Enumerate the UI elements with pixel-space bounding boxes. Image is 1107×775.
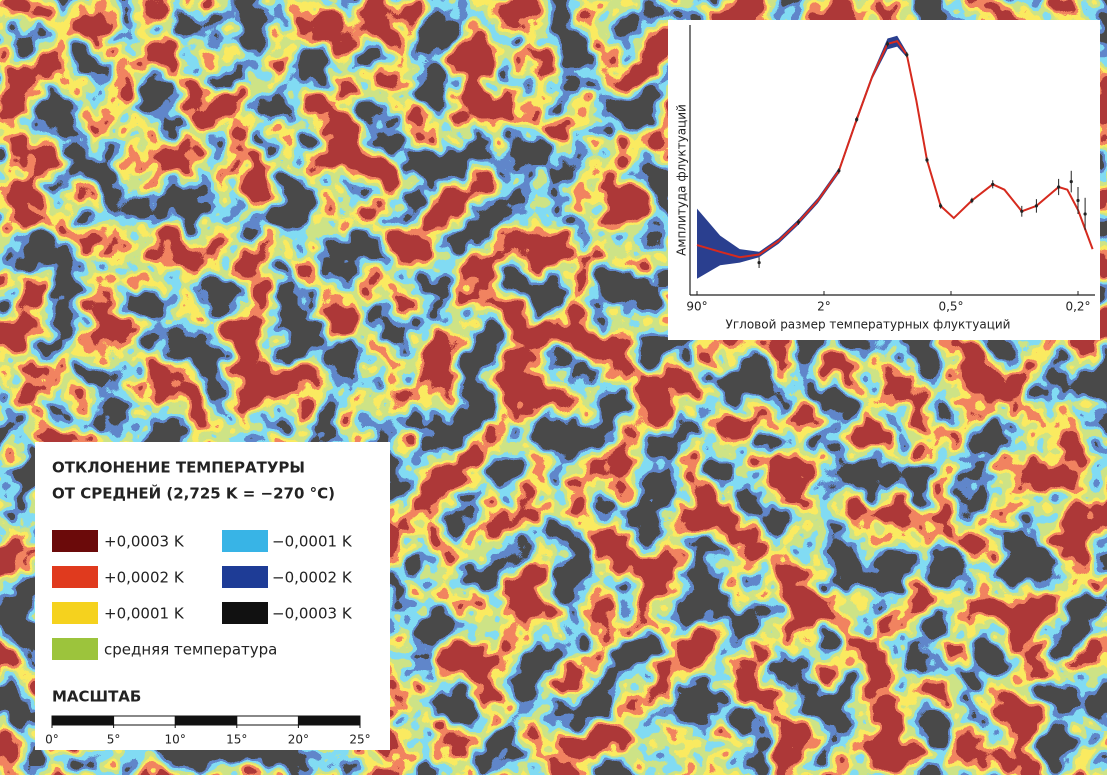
- legend-label: −0,0001 K: [272, 533, 353, 551]
- scale-label: 20°: [288, 733, 309, 747]
- data-point: [991, 182, 995, 186]
- legend-swatch: [222, 566, 268, 588]
- data-point: [855, 117, 859, 122]
- scale-label: 25°: [349, 733, 370, 747]
- legend-panel: [35, 442, 390, 750]
- data-point: [885, 42, 890, 46]
- inset-panel: [668, 20, 1100, 340]
- data-point: [905, 53, 909, 57]
- legend-swatch: [52, 638, 98, 660]
- legend-title: ОТ СРЕДНЕЙ (2,725 K = −270 °C): [52, 484, 335, 503]
- data-point: [925, 158, 929, 162]
- legend-label: −0,0003 K: [272, 605, 353, 623]
- legend-swatch: [222, 530, 268, 552]
- data-point: [1034, 204, 1039, 208]
- scale-label: 15°: [226, 733, 247, 747]
- scale-segment: [52, 716, 114, 725]
- data-point: [939, 204, 943, 208]
- x-tick-label: 0,5°: [938, 300, 963, 314]
- data-point: [837, 169, 841, 173]
- scale-segment: [175, 716, 237, 725]
- scale-label: 10°: [165, 733, 186, 747]
- legend-label: +0,0002 K: [104, 569, 185, 587]
- data-point: [1069, 180, 1073, 184]
- legend-swatch: [52, 602, 98, 624]
- legend-title: ОТКЛОНЕНИЕ ТЕМПЕРАТУРЫ: [52, 459, 305, 477]
- x-tick-label: 2°: [817, 300, 831, 314]
- legend-swatch: [52, 530, 98, 552]
- legend-swatch: [52, 566, 98, 588]
- scale-label: 0°: [45, 733, 59, 747]
- legend-label: +0,0003 K: [104, 533, 185, 551]
- legend-swatch: [222, 602, 268, 624]
- legend-label: +0,0001 K: [104, 605, 185, 623]
- y-axis-label: Амплитуда флуктуаций: [675, 104, 689, 256]
- data-point: [1076, 198, 1080, 203]
- variance-band: [697, 35, 907, 279]
- data-point: [796, 220, 801, 224]
- data-point: [970, 198, 974, 203]
- scale-title: МАСШТАБ: [52, 688, 141, 706]
- data-point: [757, 261, 761, 265]
- data-point: [1057, 185, 1061, 189]
- scale-label: 5°: [107, 733, 121, 747]
- x-axis-label: Угловой размер температурных флуктуаций: [726, 318, 1011, 332]
- legend-label: средняя температура: [104, 641, 277, 659]
- model-curve: [696, 40, 1094, 259]
- data-point: [1083, 212, 1087, 216]
- scale-segment: [298, 716, 360, 725]
- legend-label: −0,0002 K: [272, 569, 353, 587]
- data-point: [1020, 209, 1024, 213]
- x-tick-label: 0,2°: [1065, 300, 1090, 314]
- x-tick-label: 90°: [686, 300, 707, 314]
